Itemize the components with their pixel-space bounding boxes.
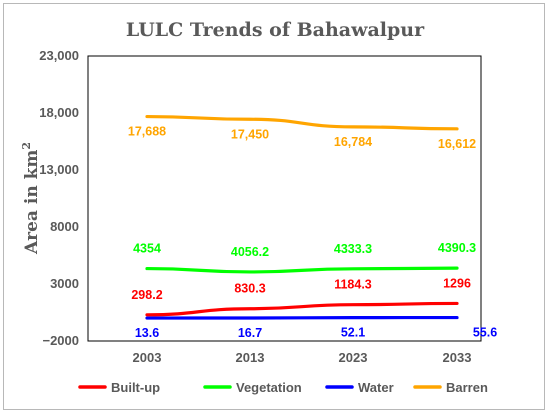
data-label: 16.7 xyxy=(238,326,262,340)
data-labels: 298.2 830.3 1184.3 1296 4354 4056.2 4333.3 4390… xyxy=(128,125,497,340)
data-label: 298.2 xyxy=(131,288,162,302)
x-tick-label: 2013 xyxy=(236,350,265,365)
data-label: 55.6 xyxy=(473,326,497,340)
x-tick-label: 2023 xyxy=(339,350,368,365)
data-label: 13.6 xyxy=(135,326,159,340)
series-line-vegetation xyxy=(145,266,459,274)
y-tick-label: 23,000 xyxy=(39,48,79,63)
data-label: 4333.3 xyxy=(334,242,372,256)
data-label: 830.3 xyxy=(234,282,265,296)
data-label: 16,784 xyxy=(334,135,372,149)
series-line-barren xyxy=(145,114,459,131)
chart-frame xyxy=(3,3,545,410)
chart-title: LULC Trends of Bahawalpur xyxy=(126,19,425,41)
y-axis-label: Area in km2 xyxy=(20,142,42,255)
data-label: 1296 xyxy=(443,276,471,290)
legend: Built-up Vegetation Water Barren xyxy=(78,380,488,395)
legend-label: Vegetation xyxy=(236,380,302,395)
y-tick-label: 3000 xyxy=(50,276,79,291)
data-label: 17,688 xyxy=(128,125,166,139)
y-tick-label: 8000 xyxy=(50,219,79,234)
y-axis-label-superscript: 2 xyxy=(20,142,33,150)
plot-area xyxy=(87,55,482,342)
y-axis-ticks: 23,000 18,000 13,000 8000 3000 −2000 xyxy=(39,48,79,348)
data-label: 16,612 xyxy=(438,137,476,151)
legend-label: Water xyxy=(358,380,394,395)
data-label: 17,450 xyxy=(231,127,269,141)
data-label: 4056.2 xyxy=(231,245,269,259)
data-label: 52.1 xyxy=(341,326,365,340)
x-tick-label: 2033 xyxy=(443,350,472,365)
y-tick-label: 18,000 xyxy=(39,105,79,120)
x-tick-label: 2003 xyxy=(133,350,162,365)
legend-label: Built-up xyxy=(111,380,160,395)
y-axis-label-text: Area in km xyxy=(22,150,42,255)
data-label: 4354 xyxy=(133,242,161,256)
y-tick-label: −2000 xyxy=(42,333,79,348)
x-axis-ticks: 2003 2013 2023 2033 xyxy=(133,350,472,365)
y-tick-label: 13,000 xyxy=(39,162,79,177)
series-lines xyxy=(145,114,459,320)
data-label: 1184.3 xyxy=(334,278,372,292)
data-label: 4390.3 xyxy=(438,241,476,255)
legend-label: Barren xyxy=(446,380,488,395)
series-line-built-up xyxy=(145,301,459,317)
